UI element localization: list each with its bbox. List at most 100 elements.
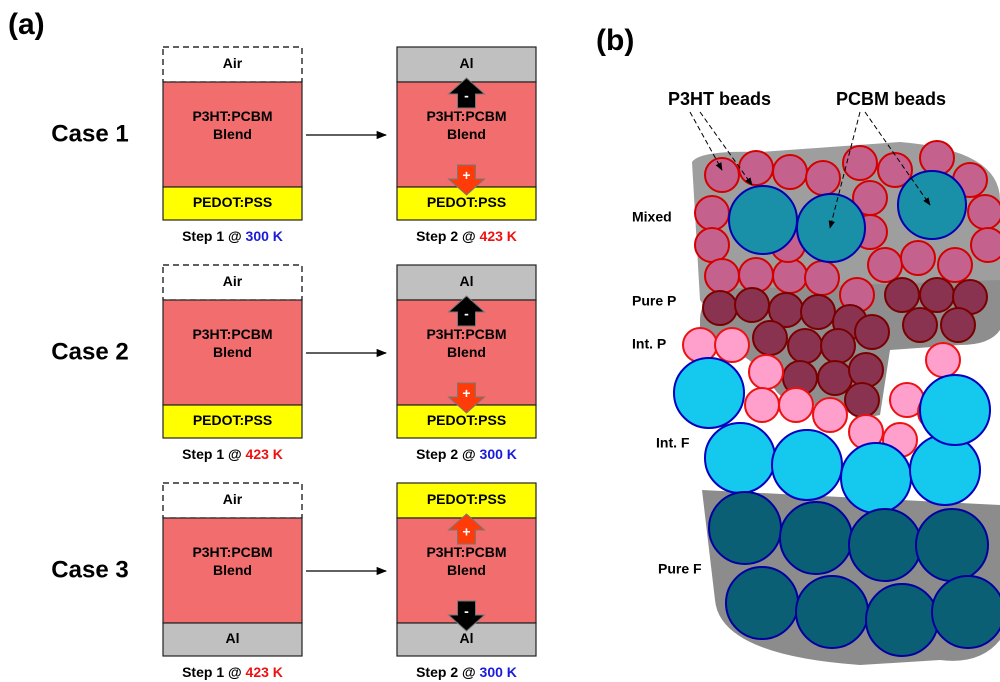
bead: [705, 423, 775, 493]
bead: [806, 161, 840, 195]
bead: [885, 278, 919, 312]
layer-label: PEDOT:PSS: [427, 491, 506, 507]
bead: [749, 355, 783, 389]
caption-prefix: Step 1 @: [182, 446, 242, 462]
charge-sign: -: [464, 603, 469, 619]
bead: [739, 258, 773, 292]
bead: [868, 248, 902, 282]
layer-label: Air: [223, 491, 243, 507]
bead: [745, 388, 779, 422]
bead: [901, 241, 935, 275]
step-caption: Step 1 @ 423 K: [182, 664, 283, 680]
case: Case 1 Air P3HT:PCBM Blend PEDOT:PSS Step 1 @…: [51, 47, 536, 244]
caption-prefix: Step 2 @: [416, 446, 476, 462]
bead: [779, 388, 813, 422]
layer-label: PEDOT:PSS: [427, 412, 506, 428]
layer-label: P3HT:PCBM: [426, 326, 506, 342]
caption-temp: 300 K: [480, 446, 517, 462]
bead: [705, 158, 739, 192]
bead: [780, 502, 852, 574]
charge-sign: -: [464, 305, 469, 321]
step-caption: Step 1 @ 423 K: [182, 446, 283, 462]
layer-label: PEDOT:PSS: [193, 412, 272, 428]
bead: [788, 329, 822, 363]
step-caption: Step 2 @ 300 K: [416, 446, 517, 462]
charge-sign: -: [464, 87, 469, 103]
bead: [821, 329, 855, 363]
bead: [920, 375, 990, 445]
bead: [818, 361, 852, 395]
panel-label: (b): [596, 24, 634, 57]
layer-label: Air: [223, 273, 243, 289]
step-caption: Step 2 @ 423 K: [416, 228, 517, 244]
bead: [849, 353, 883, 387]
bead: [695, 196, 729, 230]
bead: [705, 259, 739, 293]
panel-label: (a): [8, 8, 45, 41]
figure: (a) (b) Case 1 Air P3HT:PCBM Blend PEDOT:PSS…: [0, 0, 1000, 682]
bead: [926, 343, 960, 377]
bead: [938, 248, 972, 282]
case-label: Case 2: [51, 338, 128, 365]
caption-prefix: Step 2 @: [416, 664, 476, 680]
layer-label: Blend: [213, 562, 252, 578]
bead: [715, 328, 749, 362]
region-label: Pure P: [632, 293, 676, 309]
region-label: Mixed: [632, 209, 672, 225]
charge-sign: +: [462, 523, 470, 539]
layer-label: PEDOT:PSS: [193, 194, 272, 210]
bead: [805, 261, 839, 295]
layer-label: Air: [223, 55, 243, 71]
caption-temp: 300 K: [480, 664, 517, 680]
layer-label: P3HT:PCBM: [192, 108, 272, 124]
bead: [773, 155, 807, 189]
bead-label: PCBM beads: [836, 89, 946, 109]
case-label: Case 3: [51, 556, 128, 583]
bead: [772, 430, 842, 500]
bead: [773, 259, 807, 293]
bead: [709, 492, 781, 564]
layer-label: P3HT:PCBM: [192, 544, 272, 560]
panel-b: P3HT beadsPCBM beadsMixedPure PInt. PInt…: [632, 89, 1000, 665]
bead: [813, 398, 847, 432]
bead: [855, 315, 889, 349]
case-label: Case 1: [51, 120, 128, 147]
bead: [941, 308, 975, 342]
bead: [739, 151, 773, 185]
bead: [920, 278, 954, 312]
bead: [916, 509, 988, 581]
caption-temp: 423 K: [246, 664, 283, 680]
region-label: Int. P: [632, 336, 666, 352]
caption-prefix: Step 1 @: [182, 664, 242, 680]
bead: [735, 288, 769, 322]
bead: [849, 509, 921, 581]
region-label: Pure F: [658, 561, 702, 577]
layer-label: P3HT:PCBM: [426, 544, 506, 560]
bead: [703, 291, 737, 325]
layer-label: P3HT:PCBM: [192, 326, 272, 342]
bead: [683, 328, 717, 362]
region-label: Int. F: [656, 435, 690, 451]
panel-a: Case 1 Air P3HT:PCBM Blend PEDOT:PSS Step 1 @…: [51, 47, 536, 680]
bead: [726, 567, 798, 639]
bead: [968, 195, 1000, 229]
step-caption: Step 1 @ 300 K: [182, 228, 283, 244]
caption-temp: 423 K: [246, 446, 283, 462]
bead: [898, 171, 966, 239]
bead: [932, 576, 1000, 648]
layer-label: Blend: [447, 126, 486, 142]
layer-label: Blend: [447, 562, 486, 578]
caption-temp: 423 K: [480, 228, 517, 244]
layer-label: Blend: [213, 126, 252, 142]
step-caption: Step 2 @ 300 K: [416, 664, 517, 680]
layer-label: PEDOT:PSS: [427, 194, 506, 210]
charge-sign: +: [462, 167, 470, 183]
bead: [695, 228, 729, 262]
bead: [796, 576, 868, 648]
caption-temp: 300 K: [246, 228, 283, 244]
bead: [843, 146, 877, 180]
layer-label: Al: [460, 273, 474, 289]
bead: [910, 435, 980, 505]
bead: [841, 443, 911, 513]
